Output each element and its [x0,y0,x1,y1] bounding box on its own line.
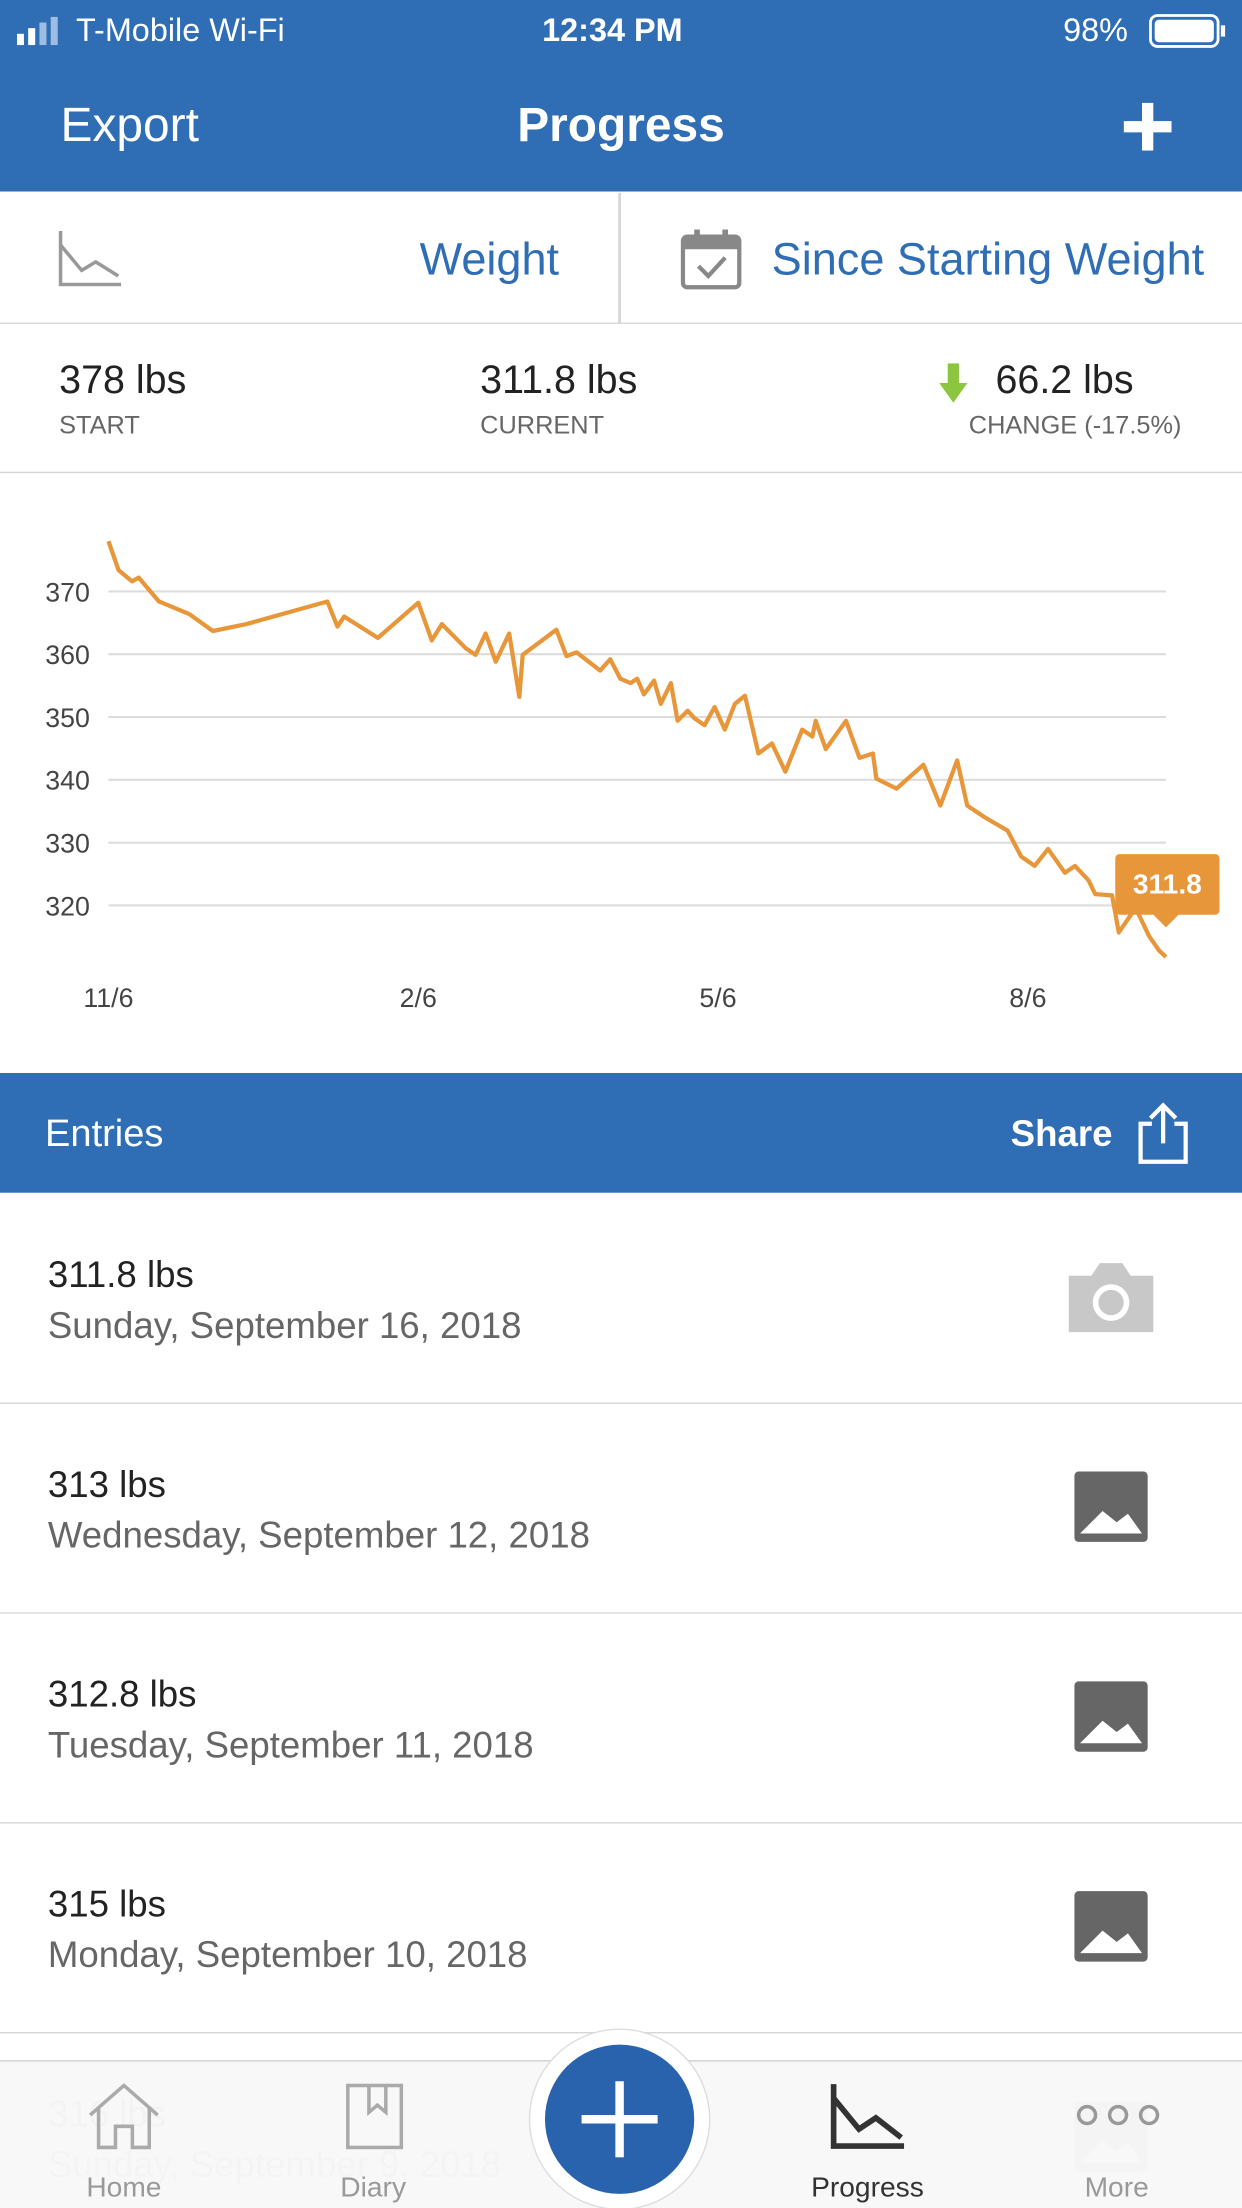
camera-icon[interactable] [1066,1259,1156,1338]
entry-weight[interactable]: 315 lbs [47,1882,166,1925]
photo-icon[interactable] [1066,1679,1156,1758]
weight-line [106,540,1168,959]
x-tick-label: 2/6 [400,983,437,1013]
add-button[interactable] [1123,102,1172,151]
tab-diary[interactable]: Diary [340,2172,407,2204]
chart-icon [58,230,122,287]
y-tick-label: 370 [45,577,90,607]
change-label: CHANGE (-17.5%) [968,411,1182,440]
divider [0,1822,1242,1824]
tab-progress[interactable]: Progress [811,2172,924,2204]
entry-weight[interactable]: 313 lbs [47,1463,166,1506]
x-tick-label: 5/6 [699,983,736,1013]
start-label: START [59,411,140,440]
callout-box [1115,854,1220,915]
change-value: 66.2 lbs [995,357,1134,402]
y-tick-label: 330 [45,829,90,859]
x-tick-label: 11/6 [83,983,133,1013]
photo-icon[interactable] [1066,1469,1156,1548]
start-value: 378 lbs [59,357,187,402]
time: 12:34 PM [542,11,683,48]
photo-icon[interactable] [1066,1888,1156,1967]
home-icon[interactable] [84,2081,163,2151]
current-label: CURRENT [480,411,605,440]
entry-date[interactable]: Sunday, September 16, 2018 [47,1303,522,1347]
callout-pointer [1151,913,1181,928]
current-value: 311.8 lbs [480,357,638,402]
range-selector[interactable]: Since Starting Weight [771,233,1205,285]
battery-icon [1149,14,1226,48]
entry-date[interactable]: Monday, September 10, 2018 [47,1933,528,1976]
progress-icon[interactable] [828,2081,907,2151]
down-arrow [939,363,968,403]
entries-header [0,1073,1242,1193]
battery-percent: 98% [1063,11,1129,48]
y-tick-label: 340 [45,766,90,796]
share-button[interactable]: Share [1010,1112,1113,1155]
calendar-icon [680,229,742,290]
tab-more[interactable]: More [1084,2172,1149,2204]
divider [0,1612,1242,1614]
export-button[interactable]: Export [60,98,199,153]
metric-selector[interactable]: Weight [419,233,560,285]
entry-weight[interactable]: 311.8 lbs [47,1253,194,1296]
y-tick-label: 350 [45,703,90,733]
entry-date[interactable]: Tuesday, September 11, 2018 [47,1723,534,1766]
x-tick-label: 8/6 [1009,983,1046,1013]
more-icon[interactable] [1073,2101,1163,2129]
nav-title: Progress [517,98,725,153]
header [0,0,1242,192]
chart: 320 330 340 350 360 370 11/6 2/6 5/6 8/6 311.8 [45,540,1220,1013]
entry-date[interactable]: Wednesday, September 12, 2018 [47,1513,590,1557]
tab-home[interactable]: Home [86,2172,162,2204]
callout-label: 311.8 [1133,869,1202,900]
signal-icon [16,16,58,46]
y-tick-label: 360 [45,640,90,670]
entry-weight[interactable]: 312.8 lbs [47,1672,197,1716]
divider [0,471,1242,474]
divider [0,1402,1242,1404]
entries-title: Entries [45,1112,164,1155]
share-icon[interactable] [1135,1101,1191,1166]
quick-add-button[interactable] [528,2028,711,2208]
carrier: T-Mobile Wi-Fi [76,11,285,48]
y-tick-label: 320 [45,891,90,921]
divider [618,192,621,323]
diary-icon[interactable] [344,2081,406,2151]
divider [0,322,1242,324]
